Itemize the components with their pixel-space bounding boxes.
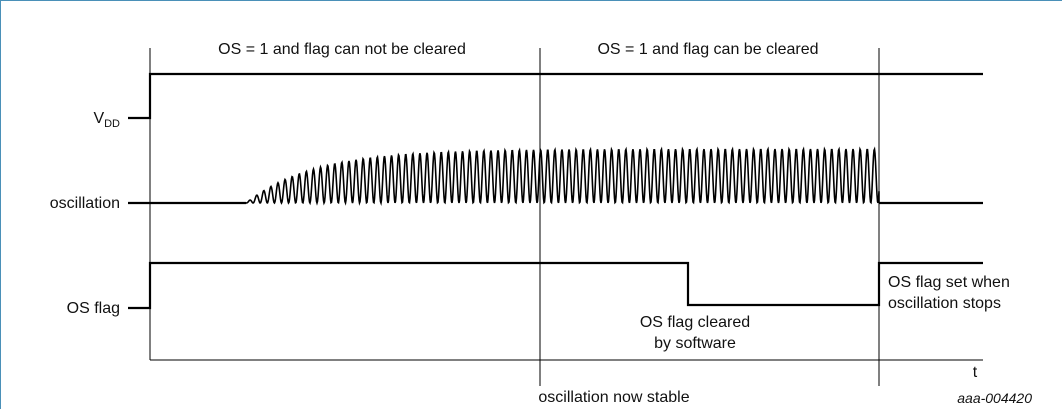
stable-annotation: oscillation now stable: [538, 389, 689, 406]
phase2-label: OS = 1 and flag can be cleared: [597, 41, 818, 58]
time-axis-label: t: [973, 364, 978, 381]
flag-set-annotation-line1: OS flag set when: [888, 274, 1010, 291]
phase1-label: OS = 1 and flag can not be cleared: [218, 41, 466, 58]
os-flag-label: OS flag: [67, 300, 120, 317]
os-flag-trace: [128, 261, 983, 310]
flag-cleared-annotation-line2: by software: [654, 335, 736, 352]
figure-id: aaa-004420: [957, 390, 1032, 406]
vdd-trace: [128, 72, 983, 120]
flag-cleared-annotation-line1: OS flag cleared: [640, 314, 750, 331]
vdd-label: VDD: [93, 110, 120, 130]
vdd-label-main: V: [93, 110, 104, 127]
oscillation-waveform: [245, 146, 880, 207]
flag-set-annotation-line2: oscillation stops: [888, 295, 1001, 312]
vdd-label-sub: DD: [104, 118, 120, 130]
oscillation-label: oscillation: [50, 195, 120, 212]
